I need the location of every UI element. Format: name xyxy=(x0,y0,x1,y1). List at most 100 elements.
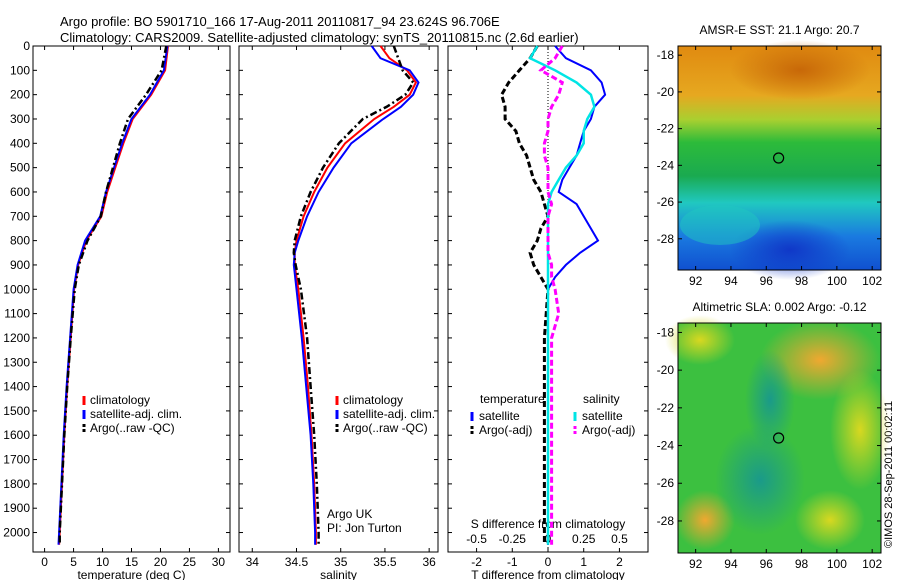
sst-xtick-label: 94 xyxy=(724,274,738,288)
difference-series-1 xyxy=(499,45,550,545)
sst-xtick-label: 98 xyxy=(795,274,809,288)
difference-sal-tick-label: 0.25 xyxy=(572,532,596,546)
sst-map-title: AMSR-E SST: 21.1 Argo: 20.7 xyxy=(699,23,859,37)
salinity-plot-frame xyxy=(238,45,439,553)
salinity-series-argo xyxy=(292,45,415,545)
difference-legend-label: Argo(-adj) xyxy=(479,423,532,437)
figure-title-line-1: Argo profile: BO 5901710_166 17-Aug-2011… xyxy=(60,14,500,29)
temperature-ytick-label: 1500 xyxy=(3,404,30,418)
salinity-xtick-label: 35 xyxy=(334,555,348,569)
sst-map-frame xyxy=(677,45,882,271)
temperature-series-climatology xyxy=(58,45,169,545)
temperature-xtick-label: 15 xyxy=(125,555,139,569)
salinity-x-axis-label: salinity xyxy=(320,568,357,580)
difference-legend-label: Argo(-adj) xyxy=(582,423,635,437)
sst-ytick-label: -18 xyxy=(657,48,675,62)
salinity-annotation: Argo UK xyxy=(327,507,372,521)
difference-series-0 xyxy=(547,45,607,545)
figure-title-line-2: Climatology: CARS2009. Satellite-adjuste… xyxy=(60,30,579,45)
difference-xtick-label: -1 xyxy=(507,555,518,569)
temperature-ytick-label: 1300 xyxy=(3,355,30,369)
sla-ytick-label: -20 xyxy=(657,363,675,377)
salinity-series-satellite xyxy=(292,45,420,545)
salinity-xtick-label: 34 xyxy=(246,555,260,569)
temperature-ytick-label: 1400 xyxy=(3,380,30,394)
temperature-series-satellite xyxy=(57,45,169,545)
salinity-xtick-label: 35.5 xyxy=(373,555,397,569)
sla-ytick-label: -28 xyxy=(657,514,675,528)
difference-legend-label: satellite xyxy=(479,409,520,423)
salinity-xtick-label: 34.5 xyxy=(285,555,309,569)
temperature-ytick-label: 800 xyxy=(10,234,30,248)
difference-series-2 xyxy=(528,45,596,545)
sla-ytick-label: -18 xyxy=(657,325,675,339)
salinity-legend-label: Argo(..raw -QC) xyxy=(343,421,428,435)
difference-xtick-label: 2 xyxy=(616,555,623,569)
sst-argo-marker xyxy=(773,152,785,164)
temperature-xtick-label: 30 xyxy=(212,555,226,569)
sst-xtick-label: 100 xyxy=(827,274,847,288)
difference-xtick-label: 0 xyxy=(545,555,552,569)
temperature-ytick-label: 700 xyxy=(10,209,30,223)
sla-xtick-label: 94 xyxy=(724,557,738,571)
temperature-ytick-label: 200 xyxy=(10,88,30,102)
difference-sal-tick-label: -0.25 xyxy=(499,532,527,546)
difference-legend-title-salinity: salinity xyxy=(583,392,620,406)
temperature-ytick-label: 1000 xyxy=(3,282,30,296)
salinity-series-climatology xyxy=(293,45,418,545)
temperature-series-argo xyxy=(58,45,168,545)
sst-ytick-label: -24 xyxy=(657,158,675,172)
temperature-ytick-label: 0 xyxy=(23,39,30,53)
difference-xtick-label: -2 xyxy=(471,555,482,569)
temperature-ytick-label: 300 xyxy=(10,112,30,126)
temperature-ytick-label: 1600 xyxy=(3,428,30,442)
difference-legend-title-temperature: temperature xyxy=(480,392,545,406)
sla-map-title: Altimetric SLA: 0.002 Argo: -0.12 xyxy=(692,300,866,314)
sla-argo-marker xyxy=(773,432,785,444)
sla-map-frame xyxy=(677,322,882,554)
salinity-legend-label: satellite-adj. clim. xyxy=(343,407,435,421)
temperature-x-axis-label: temperature (deg C) xyxy=(77,568,185,580)
temperature-legend-label: climatology xyxy=(90,393,150,407)
sla-ytick-label: -24 xyxy=(657,439,675,453)
temperature-xtick-label: 20 xyxy=(154,555,168,569)
sst-ytick-label: -20 xyxy=(657,85,675,99)
sst-ytick-label: -22 xyxy=(657,122,675,136)
temperature-legend-label: Argo(..raw -QC) xyxy=(90,421,175,435)
difference-sal-tick-label: 0.5 xyxy=(611,532,628,546)
difference-legend-label: satellite xyxy=(582,409,623,423)
sla-field xyxy=(665,315,890,553)
sst-ytick-label: -28 xyxy=(657,232,675,246)
difference-xtick-label: 1 xyxy=(580,555,587,569)
temperature-ytick-label: 1700 xyxy=(3,453,30,467)
temperature-ytick-label: 1800 xyxy=(3,477,30,491)
temperature-xtick-label: 0 xyxy=(41,555,48,569)
temperature-xtick-label: 10 xyxy=(96,555,110,569)
temperature-ytick-label: 500 xyxy=(10,161,30,175)
salinity-legend-label: climatology xyxy=(343,393,403,407)
sla-xtick-label: 100 xyxy=(827,557,847,571)
sst-xtick-label: 96 xyxy=(760,274,774,288)
sst-xtick-label: 102 xyxy=(862,274,882,288)
temperature-ytick-label: 2000 xyxy=(3,526,30,540)
sst-ytick-label: -26 xyxy=(657,195,675,209)
temperature-ytick-label: 100 xyxy=(10,63,30,77)
temperature-ytick-label: 1900 xyxy=(3,501,30,515)
salinity-annotation: PI: Jon Turton xyxy=(327,521,402,535)
difference-sal-tick-label: -0.5 xyxy=(466,532,487,546)
sla-xtick-label: 98 xyxy=(795,557,809,571)
sla-xtick-label: 92 xyxy=(689,557,703,571)
difference-series-3 xyxy=(538,45,565,545)
temperature-ytick-label: 900 xyxy=(10,258,30,272)
temperature-ytick-label: 400 xyxy=(10,136,30,150)
sla-ytick-label: -22 xyxy=(657,401,675,415)
temperature-ytick-label: 600 xyxy=(10,185,30,199)
temperature-ytick-label: 1200 xyxy=(3,331,30,345)
sla-xtick-label: 96 xyxy=(760,557,774,571)
temperature-xtick-label: 5 xyxy=(70,555,77,569)
temperature-xtick-label: 25 xyxy=(183,555,197,569)
sla-ytick-label: -26 xyxy=(657,476,675,490)
temperature-ytick-label: 1100 xyxy=(4,307,30,321)
salinity-xtick-label: 36 xyxy=(422,555,436,569)
